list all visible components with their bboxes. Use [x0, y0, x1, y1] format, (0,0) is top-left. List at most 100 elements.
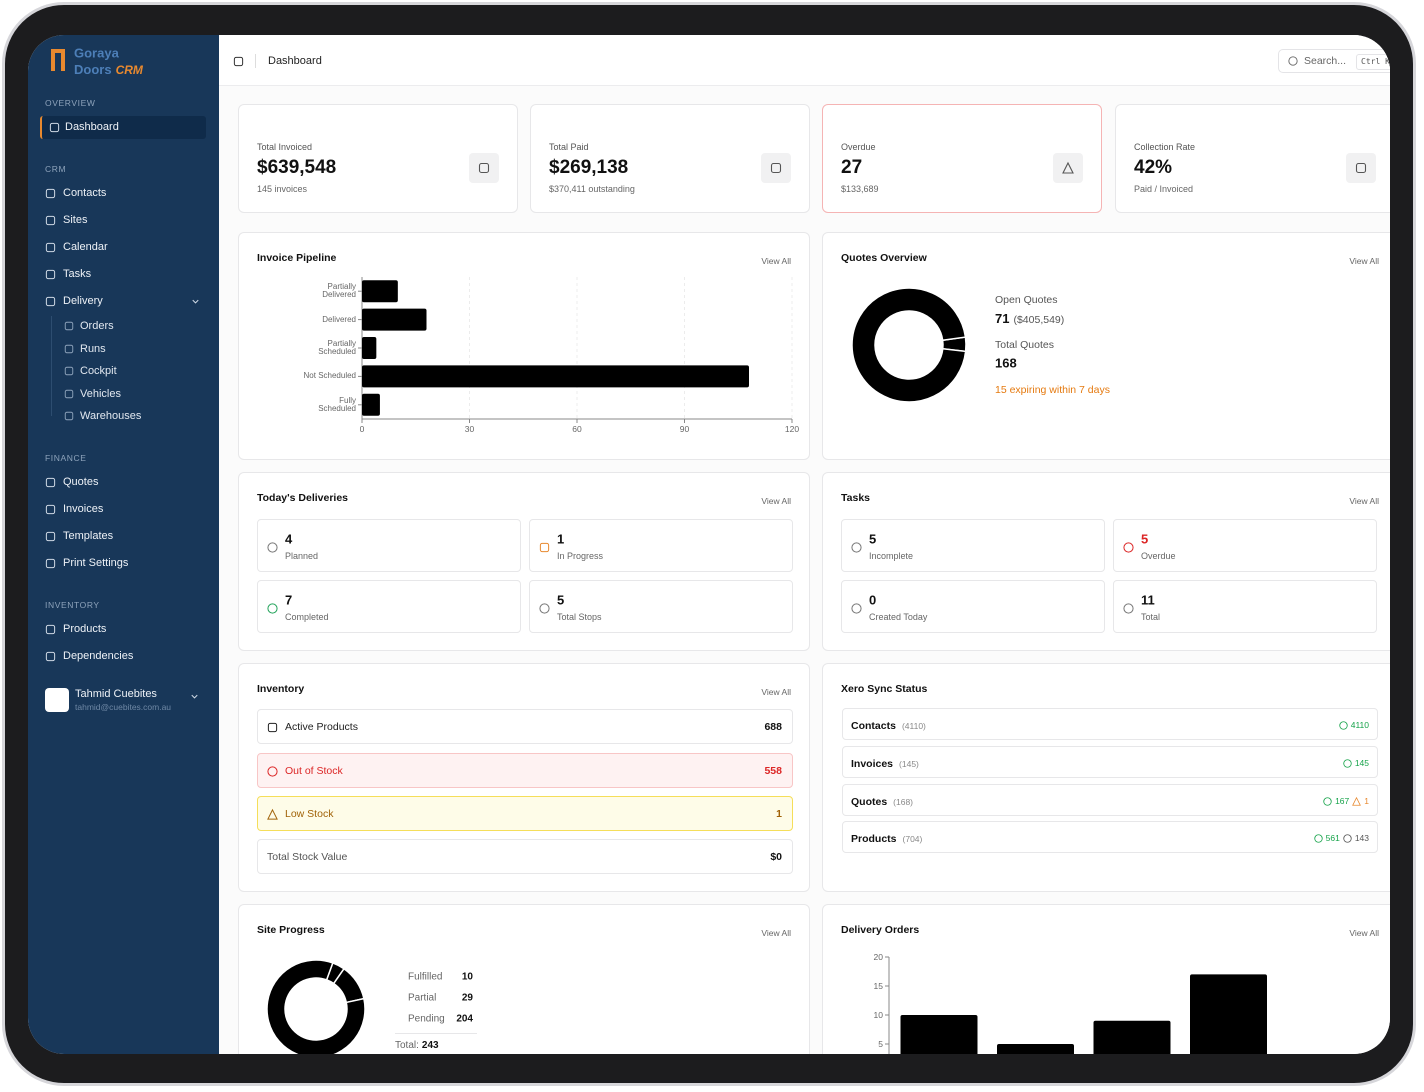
- sync-name: Contacts: [851, 720, 896, 732]
- section-title: OVERVIEW: [45, 98, 96, 108]
- nav-item[interactable]: Invoices: [63, 503, 104, 516]
- x-tick-label: 0: [360, 424, 365, 434]
- inventory-row: Low Stock 1: [257, 796, 793, 831]
- view-all-link[interactable]: View All: [761, 256, 791, 266]
- icon: [64, 389, 74, 399]
- icon: [1355, 162, 1367, 174]
- icon-shape: [1313, 833, 1323, 843]
- brand-crm: CRM: [115, 63, 143, 77]
- inventory-card: Inventory View All Active Products 688 Out o…: [238, 663, 810, 892]
- y-tick-label: 20: [874, 952, 884, 962]
- bar: [997, 1044, 1074, 1054]
- icon: [539, 602, 550, 614]
- icon: [1062, 161, 1074, 174]
- bar: [900, 1015, 978, 1054]
- x-tick-label: 60: [572, 424, 582, 434]
- nav-subitem[interactable]: Cockpit: [80, 365, 117, 378]
- legend-label: Pending: [408, 1013, 445, 1025]
- nav-item[interactable]: Contacts: [63, 187, 107, 199]
- tile-value: 5: [557, 592, 565, 608]
- sync-name: Invoices: [851, 758, 894, 770]
- view-all-link[interactable]: View All: [1349, 496, 1379, 506]
- bar: [362, 393, 380, 416]
- nav-item[interactable]: Dependencies: [63, 650, 134, 663]
- icon: [267, 808, 278, 820]
- nav-item[interactable]: Templates: [63, 530, 114, 543]
- panel-title: Invoice Pipeline: [257, 252, 337, 264]
- sync-status: 4110: [1339, 720, 1369, 730]
- icon-shape: [1343, 833, 1352, 843]
- nav-item[interactable]: Products: [63, 623, 107, 636]
- icon: [45, 242, 56, 252]
- sync-count: (168): [893, 797, 914, 807]
- panel-title: Today's Deliveries: [257, 492, 349, 504]
- icon-shape: [539, 542, 550, 552]
- stat-sub: $133,689: [841, 184, 879, 194]
- nav-item[interactable]: Sites: [63, 214, 88, 226]
- stat-icon-box: [469, 153, 499, 183]
- nav-item[interactable]: Calendar: [63, 241, 108, 253]
- icon-shape: [267, 541, 278, 553]
- chart: [266, 959, 366, 1054]
- nav-subitem[interactable]: Warehouses: [80, 410, 142, 423]
- quotes-open-row: 71 ($405,549): [995, 310, 1064, 328]
- x-tick-label: 90: [680, 424, 690, 434]
- icon: [539, 542, 550, 552]
- brand-row: Doors CRM: [74, 61, 143, 77]
- stat-sub: $370,411 outstanding: [549, 184, 635, 194]
- nav-item[interactable]: Dashboard: [65, 121, 119, 133]
- nav-subitem[interactable]: Runs: [80, 342, 106, 355]
- icon-shape: [45, 531, 56, 542]
- view-all-link[interactable]: View All: [1349, 928, 1379, 938]
- stat-tile: 1 In Progress: [529, 519, 793, 572]
- inventory-row: Out of Stock 558: [257, 753, 793, 788]
- nav-subitem[interactable]: Orders: [80, 320, 114, 332]
- icon: [1313, 833, 1323, 843]
- quotes-value: 71: [995, 311, 1010, 326]
- icon-shape: [1123, 602, 1134, 614]
- inventory-value: $0: [770, 851, 782, 863]
- icon: [45, 624, 56, 635]
- tile-value: 11: [1141, 592, 1155, 608]
- icon-shape: [45, 651, 56, 662]
- sync-synced: 4110: [1350, 720, 1369, 730]
- screen: Goraya Doors CRM OVERVIEW Dashboard CRM Contac…: [28, 35, 1390, 1054]
- quotes-label: Open Quotes: [995, 294, 1058, 306]
- icon-shape: [45, 269, 56, 279]
- tile-value: 0: [869, 592, 877, 608]
- icon-shape: [64, 366, 74, 376]
- icon: [1123, 541, 1134, 553]
- icon-shape: [45, 296, 56, 306]
- search-placeholder: Search...: [1304, 55, 1347, 67]
- icon: [233, 56, 244, 66]
- icon-shape: [1355, 162, 1367, 174]
- stat-label: Collection Rate: [1134, 142, 1196, 152]
- tile-value: 1: [557, 531, 565, 547]
- nav-item[interactable]: Delivery: [63, 295, 103, 307]
- sync-name: Quotes: [851, 796, 888, 808]
- sync-status: 167 1: [1323, 796, 1369, 806]
- inventory-label: Total Stock Value: [267, 851, 348, 863]
- nav-item[interactable]: Quotes: [63, 476, 99, 489]
- logo-mark: [51, 49, 65, 71]
- user-avatar: [45, 688, 69, 712]
- nav-subitem[interactable]: Vehicles: [80, 387, 121, 400]
- view-all-link[interactable]: View All: [761, 687, 791, 697]
- x-tick-label: 30: [465, 424, 475, 434]
- nav-item[interactable]: Tasks: [63, 268, 92, 280]
- search-box[interactable]: Search... Ctrl K: [1278, 49, 1390, 73]
- section-title: FINANCE: [45, 453, 87, 464]
- view-all-link[interactable]: View All: [1349, 256, 1379, 266]
- view-all-link[interactable]: View All: [761, 928, 791, 938]
- icon: [1343, 758, 1352, 768]
- panel-title: Quotes Overview: [841, 252, 927, 264]
- stat-label: Total Invoiced: [257, 142, 313, 152]
- legend-value: 204: [456, 1013, 473, 1025]
- icon: [45, 558, 56, 569]
- view-all-link[interactable]: View All: [761, 496, 791, 506]
- sync-row: Quotes (168) 167 1: [842, 784, 1378, 816]
- nav-item[interactable]: Print Settings: [63, 557, 129, 570]
- icon: [64, 344, 74, 353]
- icon-shape: [1339, 720, 1348, 730]
- icon-shape: [1123, 541, 1134, 553]
